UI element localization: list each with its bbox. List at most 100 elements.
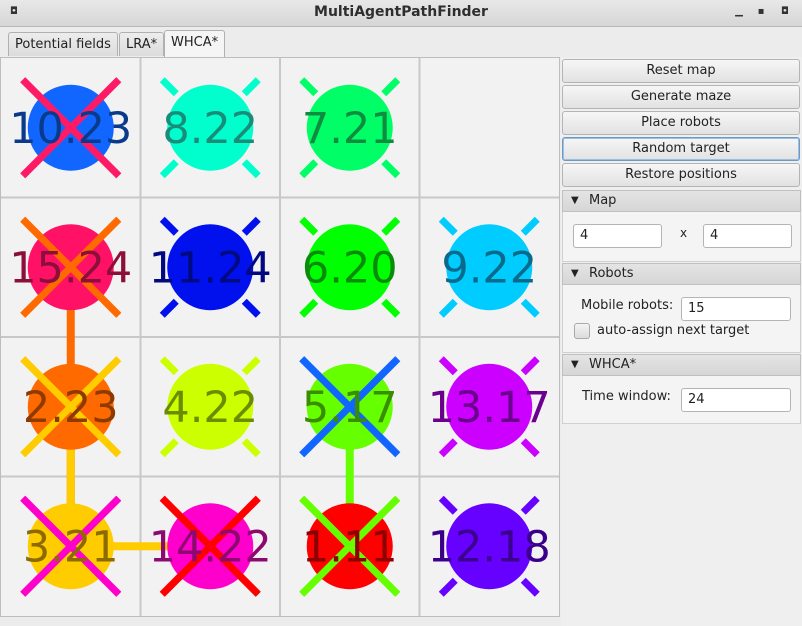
map-canvas[interactable]: 10.23 8.22 7.21 15.24 11.24 6.20 9.22 2.23 4.22 5…: [1, 58, 559, 616]
robot-spoke: [159, 298, 179, 318]
robot-label: 4.22: [162, 383, 258, 433]
minimize-icon[interactable]: ▁: [735, 6, 743, 17]
whca-section-title: WHCA*: [589, 357, 637, 372]
robot-spoke: [381, 77, 401, 97]
robot-spoke: [159, 356, 179, 376]
robot-spoke: [438, 577, 458, 597]
window-title: MultiAgentPathFinder: [314, 4, 488, 20]
target-marker: [20, 77, 122, 179]
robot-5.17[interactable]: 5.17: [299, 356, 401, 458]
target-marker: [20, 216, 122, 318]
mobile-robots-field[interactable]: 15: [681, 297, 791, 321]
map-x-label: x: [680, 226, 688, 240]
robot-15.24[interactable]: 15.24: [9, 216, 132, 318]
map-section-header[interactable]: ▼ Map: [562, 190, 801, 212]
robot-1.11[interactable]: 1.11: [299, 495, 401, 597]
collapse-arrow-icon: ▼: [571, 195, 579, 206]
robot-spoke: [299, 298, 319, 318]
robots-section-body: Mobile robots: 15 auto-assign next targe…: [562, 285, 801, 353]
robot-spoke: [520, 298, 540, 318]
map-width-field[interactable]: 4: [573, 224, 662, 248]
robot-body: [167, 224, 254, 311]
map-grid[interactable]: 10.23 8.22 7.21 15.24 11.24 6.20 9.22 2.23 4.22 5…: [0, 57, 560, 617]
tab-whca[interactable]: WHCA*: [164, 30, 226, 57]
collapse-arrow-icon: ▼: [571, 268, 579, 279]
robot-label: 7.21: [302, 104, 398, 154]
robot-spoke: [520, 495, 540, 515]
robot-label: 2.23: [23, 383, 119, 433]
robot-spoke: [299, 159, 319, 179]
robot-spoke: [438, 216, 458, 236]
robot-body: [446, 224, 533, 311]
whca-section-header[interactable]: ▼ WHCA*: [562, 354, 801, 376]
auto-assign-label[interactable]: auto-assign next target: [597, 323, 750, 338]
robot-spoke: [241, 298, 261, 318]
robot-label: 14.22: [149, 522, 272, 572]
robot-7.21[interactable]: 7.21: [299, 77, 401, 179]
robot-spoke: [241, 159, 261, 179]
robot-spoke: [438, 356, 458, 376]
generate-maze-button[interactable]: Generate maze: [562, 85, 800, 109]
robot-13.17[interactable]: 13.17: [428, 356, 551, 458]
robot-label: 8.22: [162, 104, 258, 154]
place-robots-button[interactable]: Place robots: [562, 111, 800, 135]
robot-label: 1.11: [302, 522, 398, 572]
robot-body: [306, 84, 393, 171]
robot-8.22[interactable]: 8.22: [159, 77, 261, 179]
robot-body: [167, 363, 254, 450]
robot-4.22[interactable]: 4.22: [159, 356, 261, 458]
maximize-icon[interactable]: ▪: [757, 6, 765, 17]
robot-spoke: [520, 577, 540, 597]
robot-2.23[interactable]: 2.23: [20, 356, 122, 458]
robot-spoke: [241, 438, 261, 458]
auto-assign-checkbox[interactable]: [574, 323, 590, 339]
robot-spoke: [241, 216, 261, 236]
time-window-label: Time window:: [582, 389, 671, 404]
target-marker: [299, 356, 401, 458]
robot-spoke: [159, 438, 179, 458]
restore-positions-button[interactable]: Restore positions: [562, 163, 800, 187]
robot-spoke: [438, 298, 458, 318]
map-height-field[interactable]: 4: [703, 224, 792, 248]
robot-label: 6.20: [302, 243, 398, 293]
robot-14.22[interactable]: 14.22: [149, 495, 272, 597]
robot-3.21[interactable]: 3.21: [20, 495, 122, 597]
tab-potential-fields[interactable]: Potential fields: [8, 32, 118, 56]
target-marker: [299, 495, 401, 597]
target-marker: [159, 495, 261, 597]
robot-label: 10.23: [9, 104, 132, 154]
robot-spoke: [520, 356, 540, 376]
app-menu-icon[interactable]: ◘: [10, 6, 18, 17]
random-target-button[interactable]: Random target: [562, 137, 800, 161]
map-section-body: 4 x 4: [562, 212, 801, 262]
reset-map-button[interactable]: Reset map: [562, 59, 800, 83]
robot-12.18[interactable]: 12.18: [428, 495, 551, 597]
robots-section-title: Robots: [589, 266, 634, 281]
robot-spoke: [520, 216, 540, 236]
collapse-arrow-icon: ▼: [571, 359, 579, 370]
robot-6.20[interactable]: 6.20: [299, 216, 401, 318]
mobile-robots-label: Mobile robots:: [581, 298, 674, 313]
robot-10.23[interactable]: 10.23: [9, 77, 132, 179]
time-window-field[interactable]: 24: [681, 388, 791, 412]
map-section-title: Map: [589, 193, 617, 208]
control-panel: Reset map Generate maze Place robots Ran…: [561, 57, 802, 626]
target-marker: [20, 495, 122, 597]
robot-spoke: [159, 216, 179, 236]
robots-section-header[interactable]: ▼ Robots: [562, 263, 801, 285]
robot-spoke: [299, 77, 319, 97]
robot-spoke: [299, 216, 319, 236]
robot-label: 3.21: [23, 522, 119, 572]
robot-spoke: [438, 495, 458, 515]
robot-11.24[interactable]: 11.24: [149, 216, 272, 318]
robot-spoke: [520, 438, 540, 458]
robot-spoke: [438, 438, 458, 458]
robot-label: 12.18: [428, 522, 551, 572]
robot-spoke: [381, 298, 401, 318]
robot-label: 13.17: [428, 383, 551, 433]
close-icon[interactable]: ◘: [781, 6, 789, 17]
robot-body: [446, 503, 533, 590]
tab-lra[interactable]: LRA*: [119, 32, 165, 56]
robot-label: 9.22: [441, 243, 537, 293]
robot-9.22[interactable]: 9.22: [438, 216, 540, 318]
